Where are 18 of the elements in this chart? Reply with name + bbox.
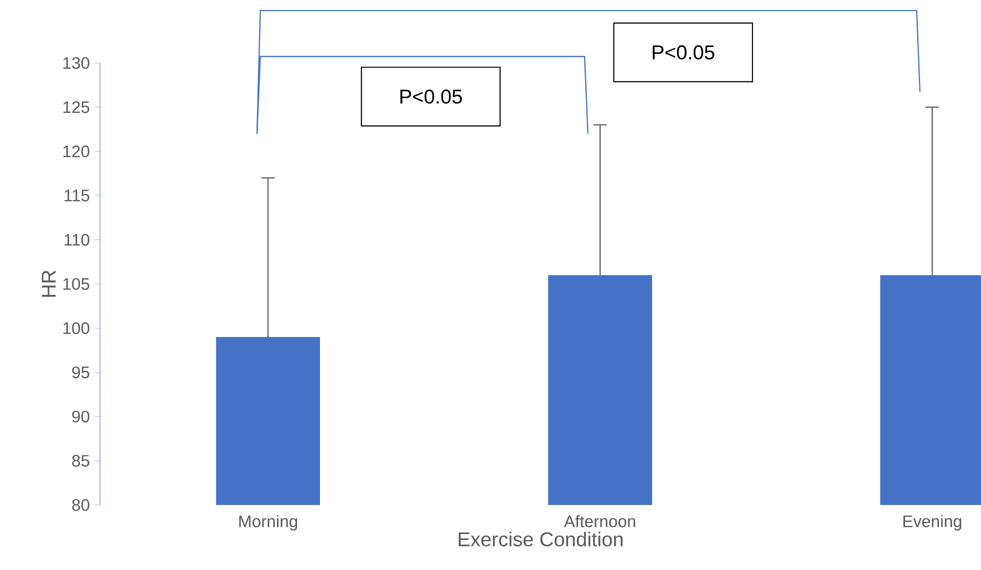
x-axis-title: Exercise Condition (458, 532, 623, 546)
annotation: P<0.05 (400, 90, 462, 104)
y-tick-label: 90 (72, 410, 90, 422)
y-tick-label: 85 (72, 454, 90, 467)
y-tick-label: 100 (63, 322, 90, 334)
text: P<0.05 (652, 45, 714, 60)
y-tick-label: 115 (64, 190, 90, 202)
y-tick-label: 80 (72, 499, 90, 511)
y-tick-label: 95 (72, 366, 90, 378)
y-tick-label: 120 (63, 146, 90, 158)
x-tick-label: Evening (903, 515, 962, 531)
x-tick-label: Morning (239, 515, 298, 531)
y-tick-label: 110 (64, 234, 90, 246)
y-tick-label: 125 (63, 101, 90, 114)
x-tick-label: Afternoon (564, 515, 636, 528)
y-tick-label: 130 (63, 57, 90, 69)
y-axis-title: HR (42, 270, 56, 297)
y-tick-label: 105 (63, 278, 90, 290)
